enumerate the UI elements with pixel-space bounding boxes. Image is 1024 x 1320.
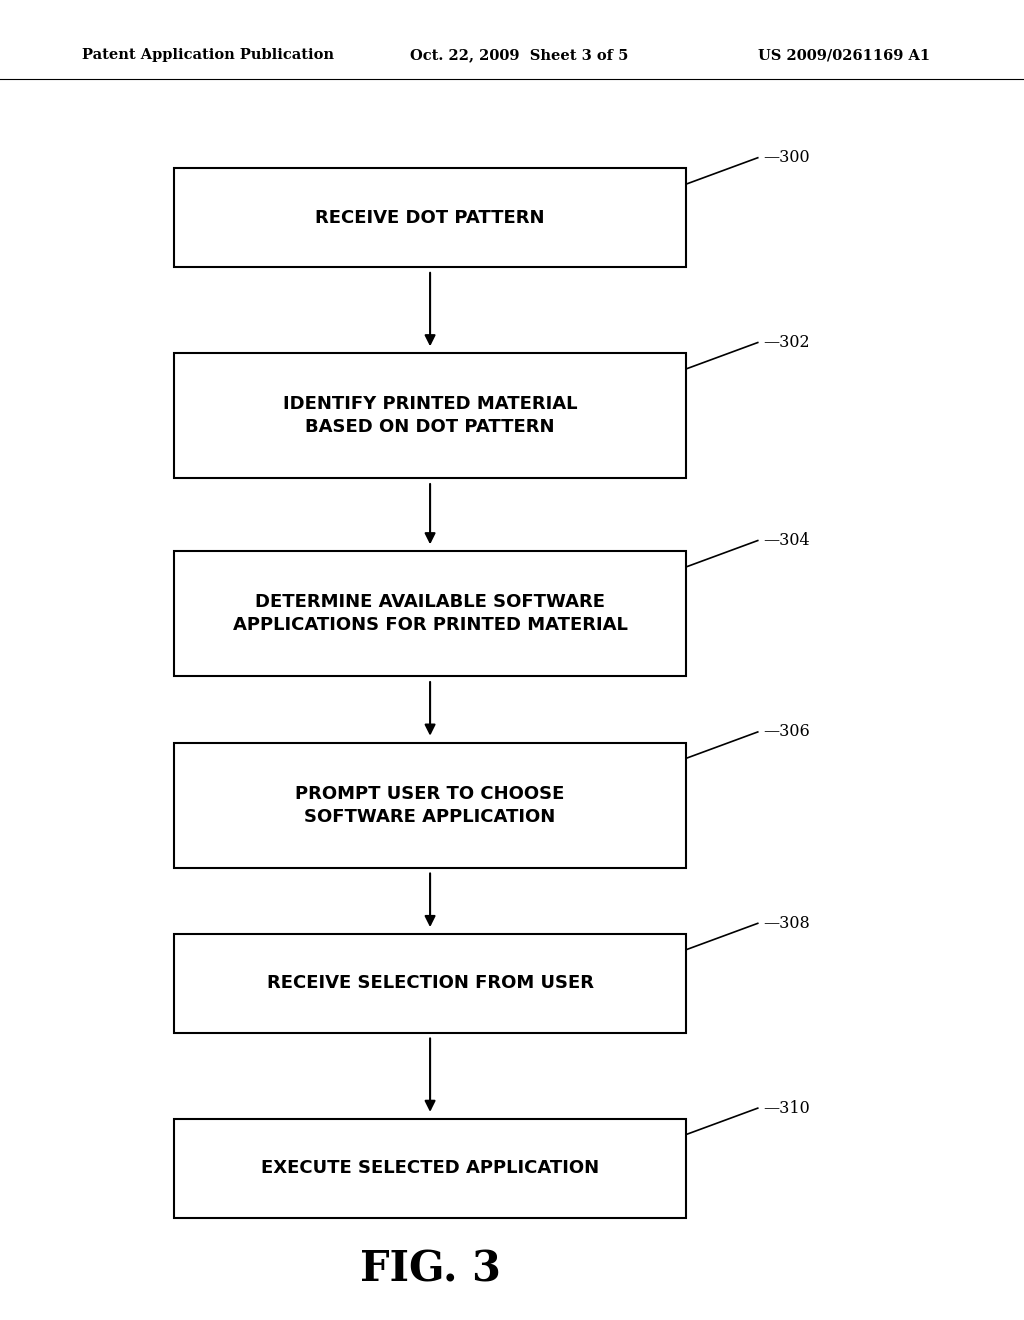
- Bar: [174, 352, 686, 478]
- Text: DETERMINE AVAILABLE SOFTWARE
APPLICATIONS FOR PRINTED MATERIAL: DETERMINE AVAILABLE SOFTWARE APPLICATION…: [232, 594, 628, 634]
- Bar: [174, 935, 686, 1032]
- Bar: [174, 1119, 686, 1217]
- Text: —300: —300: [763, 149, 810, 166]
- Bar: [174, 742, 686, 869]
- Text: —304: —304: [763, 532, 810, 549]
- Text: PROMPT USER TO CHOOSE
SOFTWARE APPLICATION: PROMPT USER TO CHOOSE SOFTWARE APPLICATI…: [295, 785, 565, 825]
- Bar: [174, 168, 686, 267]
- Text: Patent Application Publication: Patent Application Publication: [82, 49, 334, 62]
- Text: —306: —306: [763, 723, 810, 741]
- Text: —308: —308: [763, 915, 810, 932]
- Text: RECEIVE DOT PATTERN: RECEIVE DOT PATTERN: [315, 209, 545, 227]
- Text: IDENTIFY PRINTED MATERIAL
BASED ON DOT PATTERN: IDENTIFY PRINTED MATERIAL BASED ON DOT P…: [283, 396, 578, 436]
- Text: RECEIVE SELECTION FROM USER: RECEIVE SELECTION FROM USER: [266, 974, 594, 993]
- Text: US 2009/0261169 A1: US 2009/0261169 A1: [758, 49, 930, 62]
- Text: —302: —302: [763, 334, 810, 351]
- Text: FIG. 3: FIG. 3: [359, 1249, 501, 1291]
- Text: Oct. 22, 2009  Sheet 3 of 5: Oct. 22, 2009 Sheet 3 of 5: [410, 49, 628, 62]
- Text: EXECUTE SELECTED APPLICATION: EXECUTE SELECTED APPLICATION: [261, 1159, 599, 1177]
- Text: —310: —310: [763, 1100, 810, 1117]
- Bar: [174, 552, 686, 676]
